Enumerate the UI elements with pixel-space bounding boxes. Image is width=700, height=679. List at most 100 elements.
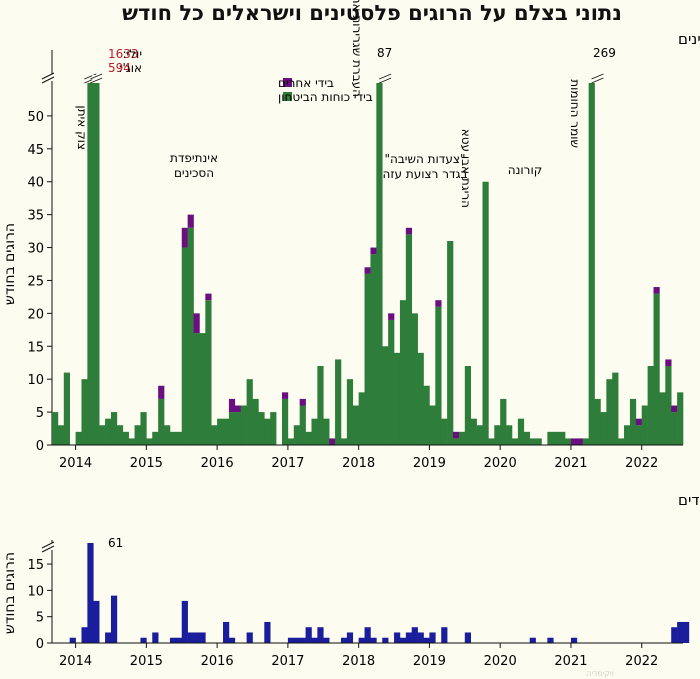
x-tick-label: 2015 — [130, 456, 163, 471]
bar-security-forces — [494, 425, 501, 445]
bar-security-forces — [647, 366, 654, 445]
bar-security-forces — [671, 412, 678, 445]
bar-security-forces — [588, 83, 595, 445]
bar-jews — [152, 632, 159, 643]
x-tick-label: 2016 — [201, 456, 234, 471]
bar-security-forces — [405, 234, 413, 445]
bar-security-forces — [547, 431, 554, 445]
legend-swatch-others — [283, 78, 292, 87]
x-tick-label: 2021 — [554, 456, 587, 471]
bar-security-forces — [629, 398, 637, 445]
bar-security-forces — [323, 418, 330, 445]
overflow-may-2018-value: 87 — [377, 46, 392, 60]
bar-security-forces — [370, 254, 377, 445]
bar-jews — [382, 637, 389, 643]
bar-security-forces — [535, 438, 542, 445]
bar-jews — [358, 637, 365, 643]
bar-security-forces — [600, 412, 607, 445]
chart-title: נתוני בצלם על הרוגים פלסטינים וישראלים כ… — [122, 1, 622, 25]
bar-security-forces — [618, 438, 625, 445]
bar-security-forces — [429, 405, 436, 445]
bar-security-forces — [335, 359, 342, 445]
bar-security-forces — [181, 247, 188, 445]
y-tick-label: 0 — [36, 637, 44, 652]
overflow-july-label: יולי: — [123, 47, 143, 61]
y-tick-label: 10 — [27, 584, 44, 599]
bar-security-forces — [199, 333, 206, 445]
bar-jews — [394, 632, 401, 643]
bar-security-forces — [476, 425, 483, 445]
bar-security-forces — [52, 412, 59, 445]
x-tick-label: 2019 — [413, 654, 446, 669]
bar-break-mark — [84, 73, 97, 80]
bar-others — [193, 313, 200, 334]
bar-others — [570, 438, 578, 445]
bar-jews — [683, 621, 690, 643]
bar-break-gap — [593, 75, 602, 80]
bar-jews — [105, 632, 112, 643]
bar-break-mark — [591, 73, 604, 80]
bar-jews — [429, 632, 436, 643]
bar-security-forces — [464, 366, 472, 445]
bar-security-forces — [394, 352, 401, 445]
bar-others — [435, 300, 442, 307]
bar-security-forces — [205, 300, 212, 445]
bar-security-forces — [364, 273, 371, 445]
bar-break-gap — [381, 75, 390, 80]
bar-break-mark — [379, 73, 392, 80]
bar-security-forces — [122, 431, 129, 445]
annotation-us-embassy-move: העברת שגרירות ארה"ב — [350, 0, 364, 97]
bar-others — [665, 359, 672, 367]
bar-others — [635, 418, 643, 426]
bar-others — [653, 287, 660, 294]
bar-security-forces — [187, 227, 194, 445]
bar-security-forces — [500, 398, 507, 445]
bar-jews — [287, 637, 295, 643]
bar-jews — [346, 632, 354, 643]
palestinians-chart: פלסטינים הרוגים בחודש 0 5 10 15 20 25 30 35 40 45 50… — [2, 0, 700, 471]
bar-jews — [305, 627, 312, 643]
x-tick-label: 2018 — [342, 456, 375, 471]
bar-break-mark — [90, 73, 103, 80]
jews-chart: יהודים הרוגים בחודש 0 5 10 15 61 2014 2015 2016 20… — [2, 491, 700, 669]
bar-security-forces — [470, 418, 477, 445]
y-axis-break-mark — [41, 541, 55, 549]
y-tick-label: 30 — [27, 242, 44, 257]
x-tick-label: 2020 — [484, 654, 517, 669]
bar-security-forces — [264, 418, 271, 445]
bar-others — [370, 247, 377, 255]
bar-jews — [293, 637, 300, 643]
bar-security-forces — [594, 398, 601, 445]
bar-jews — [570, 637, 578, 643]
bar-security-forces — [270, 412, 277, 445]
bar-security-forces — [258, 412, 265, 445]
bar-security-forces — [223, 418, 230, 445]
overflow-august-value: 594 — [108, 61, 131, 75]
bar-jews — [93, 600, 100, 643]
bar-others — [158, 385, 165, 399]
bar-security-forces — [175, 431, 183, 445]
bar-jews — [529, 637, 536, 643]
bar-security-forces — [517, 418, 525, 445]
bar-jews — [193, 632, 200, 643]
bar-security-forces — [506, 425, 513, 445]
x-tick-label: 2017 — [271, 456, 304, 471]
bar-security-forces — [677, 392, 684, 445]
annotation-corona: קורונה — [508, 163, 542, 177]
bar-others — [329, 438, 336, 445]
x-tick-label: 2014 — [59, 654, 92, 669]
bar-security-forces — [417, 352, 424, 445]
bar-security-forces — [128, 438, 135, 445]
bar-jews — [199, 632, 206, 643]
bar-security-forces — [488, 438, 495, 445]
bar-others — [388, 313, 395, 320]
bar-security-forces — [217, 418, 224, 445]
bar-security-forces — [140, 412, 147, 445]
bar-security-forces — [399, 300, 407, 445]
bar-jews — [110, 595, 118, 643]
y-tick-label: 20 — [27, 307, 44, 322]
palestinians-y-label: הרוגים בחודש — [2, 223, 18, 305]
bar-jews — [364, 627, 371, 643]
bar-others — [234, 405, 242, 413]
